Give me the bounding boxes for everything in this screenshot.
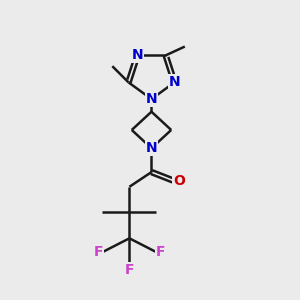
Text: F: F <box>124 263 134 277</box>
Text: N: N <box>131 48 143 62</box>
Text: N: N <box>169 75 180 89</box>
Text: N: N <box>146 141 157 155</box>
Text: F: F <box>93 244 103 259</box>
Text: N: N <box>146 92 157 106</box>
Text: O: O <box>173 174 185 188</box>
Text: F: F <box>156 244 165 259</box>
